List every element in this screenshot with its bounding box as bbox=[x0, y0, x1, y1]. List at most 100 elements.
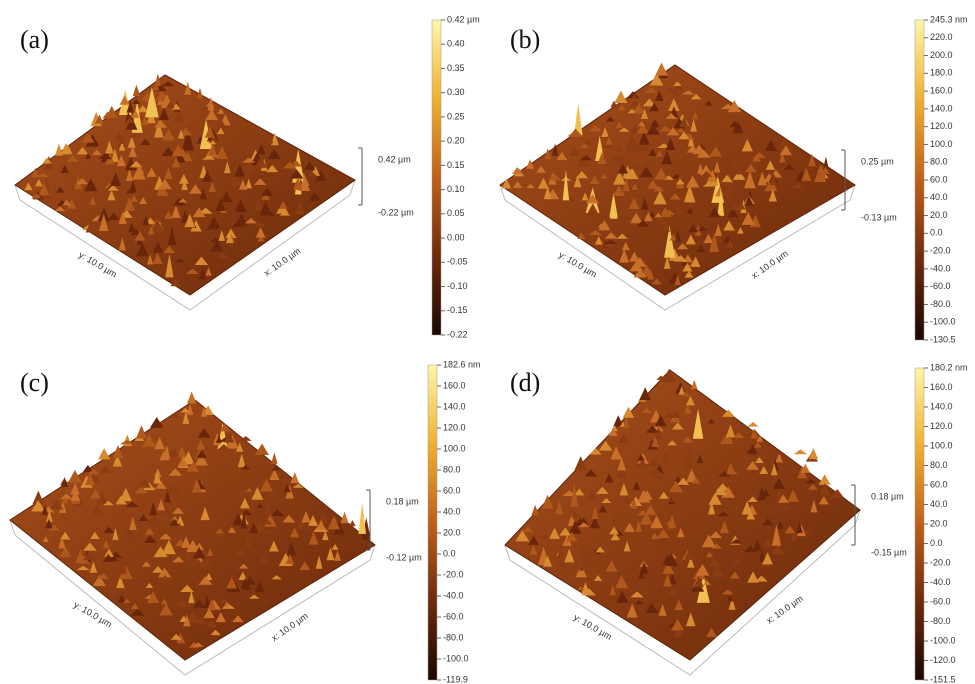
colorbar-tick-label: 0.05 bbox=[447, 208, 465, 218]
colorbar-tick-label: -0.22 bbox=[447, 329, 468, 339]
colorbar-tick-label: -0.10 bbox=[447, 281, 468, 291]
z-min-label: -0.22 µm bbox=[378, 207, 414, 217]
peak bbox=[271, 452, 278, 463]
y-axis-label: y: 10.0 µm bbox=[72, 600, 114, 630]
peak bbox=[809, 448, 818, 459]
z-min-label: -0.12 µm bbox=[386, 552, 422, 562]
colorbar-tick-label: 180.0 bbox=[930, 68, 953, 78]
colorbar-tick-label: 0.0 bbox=[930, 538, 943, 548]
peak bbox=[55, 143, 63, 155]
colorbar-tick-label: -100.0 bbox=[443, 653, 469, 663]
colorbar-tick-label: -120.0 bbox=[930, 655, 956, 665]
peak bbox=[691, 380, 697, 389]
colorbar-tick-label: 200.0 bbox=[930, 50, 953, 60]
peak bbox=[747, 422, 758, 427]
colorbar-tick-label: 100.0 bbox=[930, 139, 953, 149]
colorbar-tick-label: 40.0 bbox=[930, 499, 948, 509]
colorbar-tick-label: 180.2 nm bbox=[930, 362, 968, 372]
colorbar-tick-label: 60.0 bbox=[930, 479, 948, 489]
colorbar-tick-label: -20.0 bbox=[443, 569, 464, 579]
z-max-label: 0.42 µm bbox=[378, 154, 411, 164]
colorbar-tick-label: -100.0 bbox=[930, 635, 956, 645]
colorbar-tick-label: -40.0 bbox=[443, 590, 464, 600]
colorbar bbox=[915, 368, 924, 680]
colorbar-tick-label: -0.15 bbox=[447, 305, 468, 315]
colorbar-tick-label: -40.0 bbox=[930, 577, 951, 587]
colorbar-tick-label: 220.0 bbox=[930, 32, 953, 42]
colorbar-tick-label: -60.0 bbox=[930, 281, 951, 291]
z-max-label: 0.18 µm bbox=[871, 491, 904, 501]
colorbar-tick-label: 0.30 bbox=[447, 87, 465, 97]
z-min-label: -0.15 µm bbox=[871, 547, 907, 557]
colorbar-tick-label: 160.0 bbox=[930, 382, 953, 392]
colorbar-tick-label: -80.0 bbox=[443, 632, 464, 642]
peak bbox=[655, 62, 668, 75]
peak bbox=[341, 512, 349, 524]
colorbar-tick-label: -0.05 bbox=[447, 257, 468, 267]
peak bbox=[255, 444, 269, 455]
colorbar-tick-label: 40.0 bbox=[443, 506, 461, 516]
colorbar-tick-label: 0.15 bbox=[447, 160, 465, 170]
colorbar-tick-label: 182.6 nm bbox=[443, 359, 481, 369]
colorbar-tick-label: 20.0 bbox=[930, 210, 948, 220]
colorbar-tick-label: 160.0 bbox=[443, 380, 466, 390]
y-axis-label: y: 10.0 µm bbox=[572, 612, 614, 642]
colorbar-tick-label: 160.0 bbox=[930, 85, 953, 95]
colorbar-tick-label: 80.0 bbox=[930, 460, 948, 470]
colorbar-tick-label: 80.0 bbox=[930, 157, 948, 167]
peak bbox=[358, 503, 366, 534]
colorbar-tick-label: 60.0 bbox=[443, 485, 461, 495]
z-max-label: 0.25 µm bbox=[861, 156, 894, 166]
colorbar-tick-label: 140.0 bbox=[930, 401, 953, 411]
colorbar-tick-label: 0.0 bbox=[443, 548, 456, 558]
peak bbox=[133, 85, 140, 96]
colorbar-tick-label: -60.0 bbox=[930, 596, 951, 606]
colorbar bbox=[432, 20, 441, 335]
colorbar-tick-label: 120.0 bbox=[443, 422, 466, 432]
colorbar-tick-label: 20.0 bbox=[930, 518, 948, 528]
colorbar-tick-label: 100.0 bbox=[930, 440, 953, 450]
peak bbox=[187, 392, 196, 404]
colorbar bbox=[915, 20, 924, 340]
x-axis-label: x: 10.0 µm bbox=[269, 611, 309, 643]
x-axis-label: x: 10.0 µm bbox=[749, 248, 789, 280]
peak bbox=[98, 448, 110, 459]
colorbar-tick-label: -80.0 bbox=[930, 299, 951, 309]
surface bbox=[505, 370, 860, 660]
figure: (a) y: 10.0 µm x: 10.0 µm 0.42 µm -0.22 µm 0.… bbox=[0, 0, 975, 684]
colorbar-tick-label: 0.25 bbox=[447, 111, 465, 121]
peak bbox=[614, 91, 627, 103]
panel-label: (a) bbox=[20, 25, 49, 54]
colorbar-tick-label: -40.0 bbox=[930, 263, 951, 273]
colorbar-tick-label: 120.0 bbox=[930, 421, 953, 431]
peak bbox=[794, 449, 807, 454]
panel-label: (d) bbox=[510, 368, 540, 397]
colorbar-tick-label: 140.0 bbox=[443, 401, 466, 411]
colorbar-tick-label: 60.0 bbox=[930, 174, 948, 184]
colorbar bbox=[428, 365, 437, 680]
panel-label: (c) bbox=[20, 368, 49, 397]
colorbar-tick-label: 40.0 bbox=[930, 192, 948, 202]
colorbar-tick-label: 120.0 bbox=[930, 121, 953, 131]
colorbar-tick-label: -151.5 bbox=[930, 674, 956, 684]
peak bbox=[120, 95, 130, 104]
colorbar-tick-label: 0.10 bbox=[447, 184, 465, 194]
colorbar-tick-label: -60.0 bbox=[443, 611, 464, 621]
colorbar-tick-label: -20.0 bbox=[930, 245, 951, 255]
x-axis-label: x: 10.0 µm bbox=[262, 246, 302, 278]
y-axis-label: y: 10.0 µm bbox=[557, 250, 599, 280]
peak bbox=[61, 477, 69, 487]
colorbar-tick-label: 0.00 bbox=[447, 232, 465, 242]
colorbar-tick-label: -119.9 bbox=[443, 674, 468, 684]
colorbar-tick-label: -100.0 bbox=[930, 317, 956, 327]
colorbar-tick-label: 0.42 µm bbox=[447, 14, 480, 24]
colorbar-tick-label: 100.0 bbox=[443, 443, 466, 453]
peak bbox=[349, 520, 356, 526]
y-axis-label: y: 10.0 µm bbox=[77, 250, 119, 280]
colorbar-tick-label: 80.0 bbox=[443, 464, 461, 474]
colorbar-tick-label: -20.0 bbox=[930, 557, 951, 567]
colorbar-tick-label: 0.40 bbox=[447, 39, 465, 49]
panel-label: (b) bbox=[510, 25, 540, 54]
peak bbox=[819, 474, 831, 485]
z-min-label: -0.13 µm bbox=[861, 212, 897, 222]
